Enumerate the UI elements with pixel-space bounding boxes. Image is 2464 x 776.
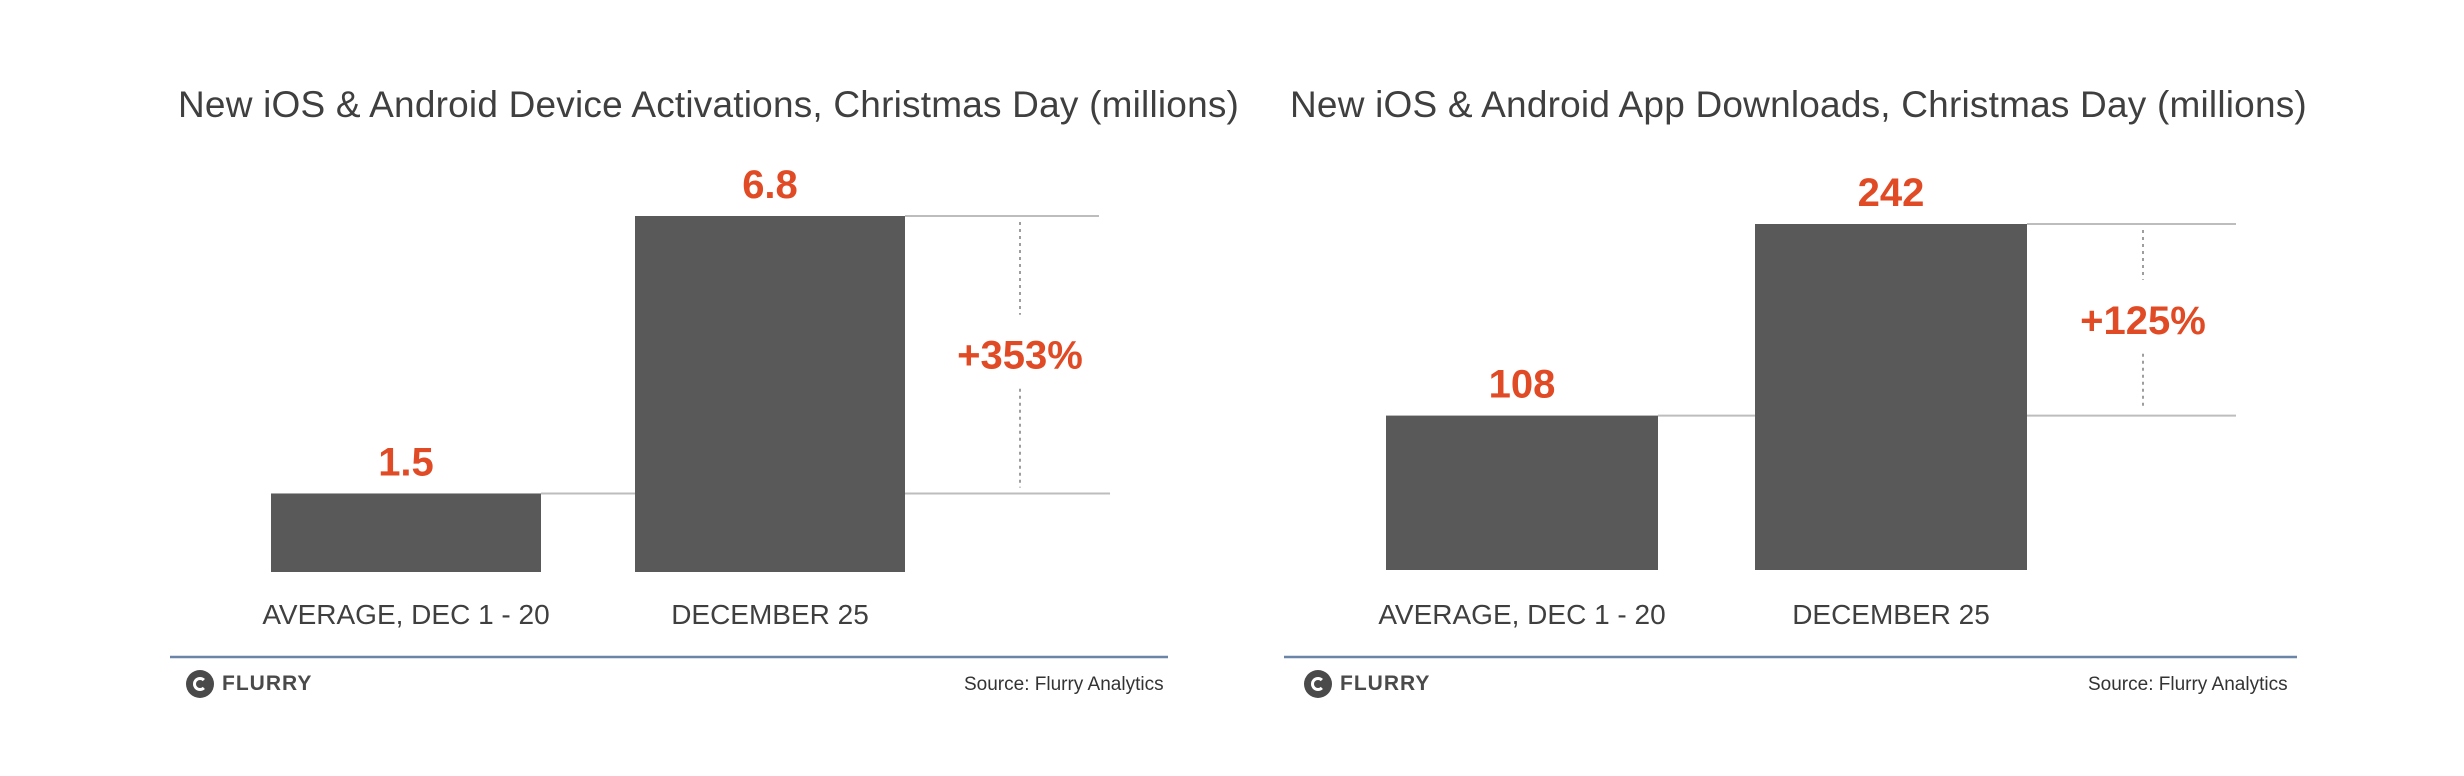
source-note: Source: Flurry Analytics	[964, 674, 1164, 695]
flurry-logo: FLURRY	[186, 670, 312, 698]
category-label: DECEMBER 25	[1792, 599, 1990, 630]
data-label: 6.8	[742, 163, 798, 207]
category-label: AVERAGE, DEC 1 - 20	[1378, 599, 1665, 630]
change-percent-label: +125%	[2080, 299, 2206, 343]
flurry-logo-text: FLURRY	[222, 672, 313, 695]
bar-december-25	[1755, 224, 2027, 570]
category-label: DECEMBER 25	[671, 599, 869, 630]
flurry-logo-icon	[1304, 670, 1332, 698]
chart-panel-downloads: New iOS & Android App Downloads, Christm…	[1284, 0, 2450, 776]
flurry-logo: FLURRY	[1304, 670, 1430, 698]
flurry-logo-text: FLURRY	[1340, 672, 1431, 695]
data-label: 1.5	[378, 440, 434, 484]
chart-title: New iOS & Android App Downloads, Christm…	[1290, 84, 2307, 125]
bar-december-25	[635, 216, 905, 572]
flurry-logo-icon	[186, 670, 214, 698]
source-note: Source: Flurry Analytics	[2088, 674, 2288, 695]
bar-average	[1386, 415, 1658, 570]
chart-title: New iOS & Android Device Activations, Ch…	[178, 84, 1240, 125]
chart-plot-activations: 1.5 AVERAGE, DEC 1 - 20 6.8 DECEMBER 25 +353…	[170, 163, 1168, 659]
change-percent-label: +353%	[957, 334, 1083, 378]
data-label: 242	[1858, 171, 1925, 215]
data-label: 108	[1489, 363, 1556, 407]
category-label: AVERAGE, DEC 1 - 20	[262, 599, 549, 630]
chart-panel-activations: New iOS & Android Device Activations, Ch…	[170, 0, 1338, 776]
chart-plot-downloads: 108 AVERAGE, DEC 1 - 20 242 DECEMBER 25 +125…	[1284, 171, 2297, 659]
bar-average	[271, 493, 541, 572]
